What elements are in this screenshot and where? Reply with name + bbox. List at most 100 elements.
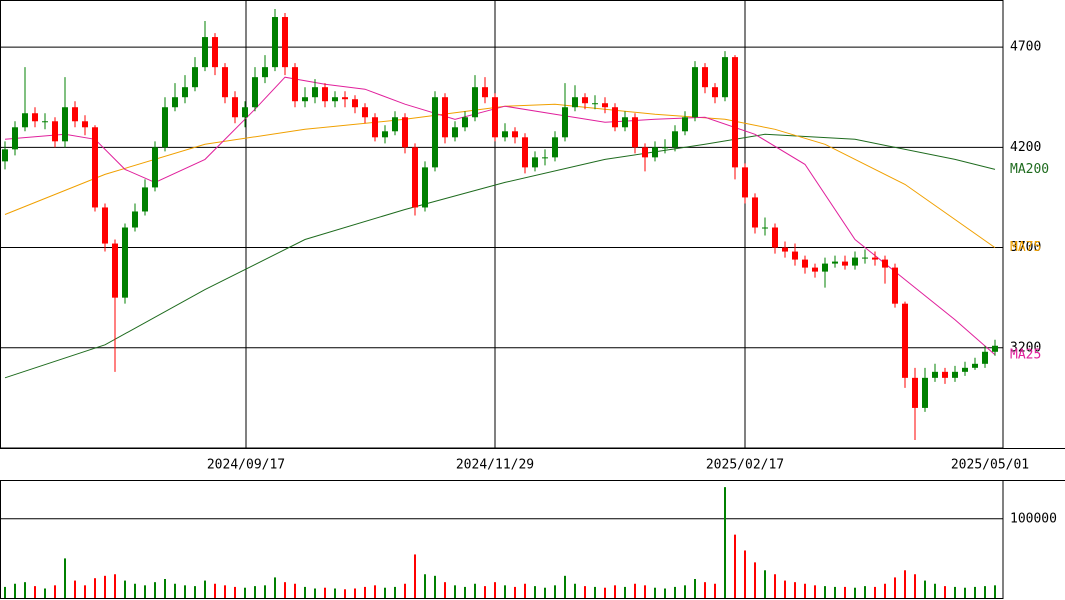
candle-body <box>822 263 828 272</box>
volume-bar <box>204 580 206 598</box>
volume-bar <box>214 583 216 598</box>
volume-bar <box>44 588 46 598</box>
volume-bar <box>74 580 76 598</box>
candle-body <box>522 137 528 168</box>
candle-body <box>632 117 638 148</box>
volume-bar <box>984 586 986 598</box>
x-tick-label: 2024/11/29 <box>456 458 534 473</box>
candle-body <box>12 127 18 150</box>
volume-panel <box>0 480 1004 599</box>
candle-body <box>762 227 768 229</box>
candle-body <box>912 377 918 408</box>
legend-label: MA75 <box>1010 240 1041 255</box>
candle-body <box>892 267 898 304</box>
volume-bar <box>434 575 436 598</box>
volume-bar <box>874 586 876 598</box>
candle-body <box>602 103 608 108</box>
candle-body <box>242 107 248 118</box>
candle-body <box>162 107 168 148</box>
volume-bar <box>674 586 676 598</box>
volume-bar <box>914 574 916 598</box>
volume-bar <box>224 585 226 598</box>
candle-body <box>182 87 188 98</box>
volume-bar <box>644 585 646 598</box>
price-panel <box>0 0 1004 449</box>
volume-bar <box>504 585 506 598</box>
candle-body <box>32 113 38 122</box>
volume-bar <box>634 583 636 598</box>
volume-bar <box>764 570 766 598</box>
volume-bar <box>394 586 396 598</box>
volume-bar <box>344 589 346 598</box>
volume-bar <box>244 587 246 598</box>
volume-bar <box>154 582 156 598</box>
volume-bar <box>304 586 306 598</box>
candle-body <box>92 127 98 208</box>
candle-body <box>942 371 948 378</box>
volume-bar <box>364 586 366 598</box>
candle-body <box>52 121 58 142</box>
candle-body <box>332 97 338 102</box>
volume-bar <box>354 588 356 598</box>
candle-body <box>122 227 128 298</box>
candle-body <box>872 257 878 260</box>
candle-body <box>702 67 708 88</box>
volume-bar <box>934 583 936 598</box>
candle-body <box>302 97 308 102</box>
volume-bar <box>104 575 106 598</box>
volume-bar <box>164 578 166 598</box>
volume-bar <box>754 562 756 598</box>
candle-body <box>352 99 358 108</box>
candle-body <box>172 97 178 108</box>
candle-body <box>552 137 558 158</box>
volume-bar <box>464 586 466 598</box>
candle-body <box>652 147 658 158</box>
volume-bar <box>84 585 86 598</box>
candle-body <box>852 257 858 266</box>
candle-body <box>42 121 48 123</box>
volume-bar <box>334 588 336 598</box>
volume-bar <box>124 580 126 598</box>
candle-body <box>482 87 488 98</box>
volume-bar <box>684 585 686 598</box>
candle-body <box>932 371 938 378</box>
volume-bar <box>824 586 826 598</box>
candle-body <box>402 117 408 148</box>
volume-bar <box>894 577 896 598</box>
candle-body <box>962 367 968 372</box>
candle-body <box>922 377 928 408</box>
candle-body <box>432 97 438 168</box>
volume-bar <box>384 587 386 598</box>
volume-bar <box>724 487 726 598</box>
candle-body <box>142 187 148 212</box>
candle-body <box>372 117 378 138</box>
candle-body <box>312 87 318 98</box>
candle-body <box>472 87 478 118</box>
candle-body <box>672 131 678 148</box>
volume-bar <box>194 586 196 598</box>
candle-body <box>72 107 78 122</box>
candle-body <box>392 117 398 132</box>
moving-average-line <box>4 133 996 379</box>
volume-bar <box>234 586 236 598</box>
y-tick-label: 100000 <box>1010 511 1057 526</box>
volume-bar <box>414 554 416 598</box>
volume-bar <box>584 586 586 598</box>
volume-bar <box>834 586 836 598</box>
candle-body <box>2 149 8 162</box>
volume-bar <box>734 534 736 598</box>
volume-bar <box>884 583 886 598</box>
legend-label: MA25 <box>1010 347 1041 362</box>
candle-body <box>992 345 998 352</box>
volume-bar <box>134 583 136 598</box>
volume-bar <box>604 587 606 598</box>
candle-body <box>262 67 268 78</box>
candle-body <box>802 259 808 268</box>
volume-bar <box>424 574 426 598</box>
volume-bar <box>704 582 706 598</box>
volume-bar <box>144 585 146 598</box>
candle-body <box>152 147 158 188</box>
candle-body <box>542 157 548 159</box>
y-tick-label: 4200 <box>1010 140 1041 155</box>
candle-body <box>422 167 428 208</box>
